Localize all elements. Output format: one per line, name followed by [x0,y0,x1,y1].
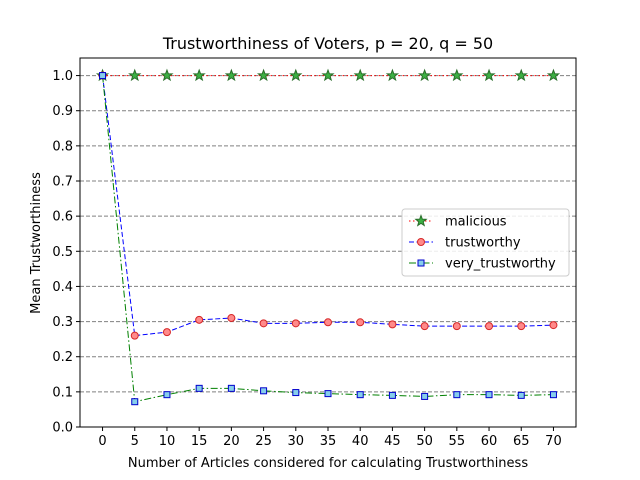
data-point [291,319,300,328]
legend-label: very_trustworthy [445,257,556,272]
data-point [227,384,235,392]
y-tick-label: 0.8 [52,139,73,154]
data-point [450,68,464,82]
data-point [131,398,139,406]
y-tick-label: 1.0 [52,69,73,84]
x-tick-label: 55 [449,434,466,449]
x-axis-title: Number of Articles considered for calcul… [128,456,528,471]
data-point [549,321,558,330]
data-point [195,384,203,392]
x-tick-label: 15 [191,434,208,449]
x-tick-label: 10 [159,434,176,449]
data-point [99,72,107,80]
data-point [353,68,367,82]
data-point [192,68,206,82]
data-point [385,68,400,82]
data-point [160,68,174,82]
data-point [292,389,300,397]
x-tick-label: 70 [545,434,562,449]
data-point [546,68,561,82]
legend-marker [417,259,425,267]
legend-label: malicious [445,215,507,230]
data-point [260,387,268,395]
data-point [259,319,268,328]
data-point [517,391,525,399]
data-point [130,331,139,340]
y-tick-label: 0.2 [52,350,73,365]
data-point [163,391,171,399]
series-very_trustworthy [99,72,557,406]
x-tick-label: 20 [223,434,240,449]
data-point [162,328,171,337]
legend-item: malicious [409,214,507,230]
data-point [321,68,335,82]
legend-item: trustworthy [409,236,521,251]
data-point [356,391,364,399]
data-point [421,392,429,400]
data-point [128,68,142,82]
x-tick-label: 40 [352,434,369,449]
y-tick-label: 0.7 [52,175,73,190]
y-tick-label: 0.0 [52,421,73,436]
data-point [418,68,432,82]
legend-marker [414,214,428,227]
legend-item: very_trustworthy [409,257,556,272]
legend-label: trustworthy [445,236,521,251]
x-tick-label: 60 [481,434,498,449]
x-tick-label: 5 [131,434,139,449]
data-point [453,391,461,399]
data-point [324,390,332,398]
x-tick-label: 25 [255,434,272,449]
data-point [485,322,494,331]
legend-marker [417,238,425,246]
x-tick-label: 35 [320,434,337,449]
data-point [452,322,461,331]
data-point [514,68,528,82]
x-tick-label: 0 [98,434,106,449]
data-point [485,391,493,399]
data-point [256,68,271,82]
chart-title: Trustworthiness of Voters, p = 20, q = 5… [162,34,493,53]
data-point [420,322,429,331]
data-point [195,315,204,324]
x-tick-label: 65 [513,434,530,449]
data-point [517,322,526,331]
data-point [289,68,303,82]
data-point [324,318,332,327]
x-tick-label: 45 [384,434,401,449]
y-axis-title: Mean Trustworthiness [29,172,44,314]
y-tick-label: 0.4 [52,280,73,295]
data-point [549,391,557,399]
data-point [388,320,397,329]
y-tick-label: 0.5 [52,245,73,260]
data-point [388,391,396,399]
y-tick-label: 0.6 [52,210,73,225]
axis-layer: 0.0 0.1 0.2 0.3 0.4 0.5 0.6 0.7 0.8 0.9 1.0 0 5 10 15 2… [52,69,561,449]
series-malicious [95,68,561,82]
data-point [224,68,238,82]
y-tick-label: 0.9 [52,104,73,119]
x-tick-label: 30 [288,434,305,449]
series-layer [95,68,561,406]
legend: malicious trustworthy very_trustworthy [401,208,570,277]
legend-box [401,208,570,277]
x-tick-label: 50 [416,434,433,449]
y-tick-label: 0.1 [52,385,73,400]
data-point [356,318,365,327]
data-point [227,314,236,323]
y-tick-label: 0.3 [52,315,73,330]
data-point [482,68,496,82]
